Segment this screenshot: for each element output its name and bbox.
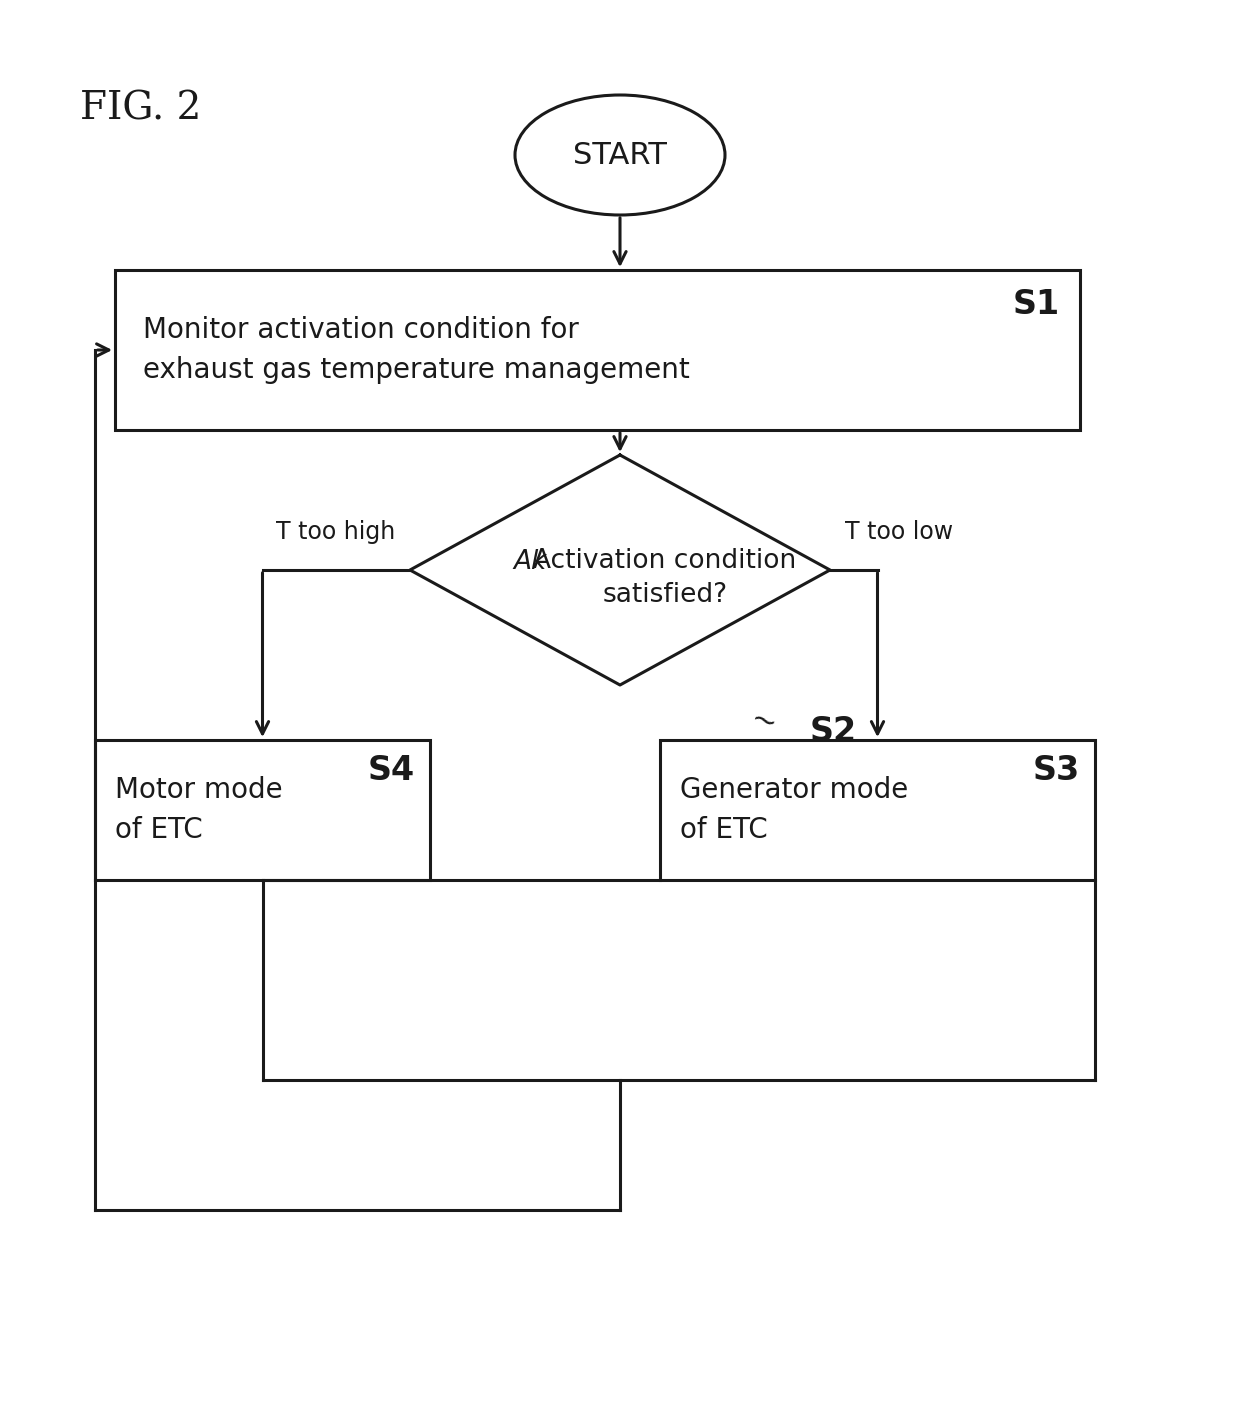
Bar: [115, 270, 1080, 431]
Text: S3: S3: [1033, 755, 1080, 787]
Text: Ak: Ak: [513, 549, 547, 576]
Text: Monitor activation condition for
exhaust gas temperature management: Monitor activation condition for exhaust…: [143, 317, 689, 384]
Text: S4: S4: [368, 755, 415, 787]
Text: S1: S1: [1013, 288, 1060, 321]
Text: Activation condition
satisfied?: Activation condition satisfied?: [533, 549, 796, 608]
Text: Generator mode
of ETC: Generator mode of ETC: [680, 776, 908, 844]
Bar: [95, 740, 430, 880]
Text: S2: S2: [810, 715, 857, 747]
Text: Motor mode
of ETC: Motor mode of ETC: [115, 776, 283, 844]
Text: ~: ~: [746, 705, 780, 740]
Text: START: START: [573, 141, 667, 169]
Text: T too high: T too high: [275, 520, 396, 544]
Text: FIG. 2: FIG. 2: [81, 90, 201, 126]
Ellipse shape: [515, 95, 725, 215]
Text: T too low: T too low: [844, 520, 954, 544]
Bar: [660, 740, 1095, 880]
